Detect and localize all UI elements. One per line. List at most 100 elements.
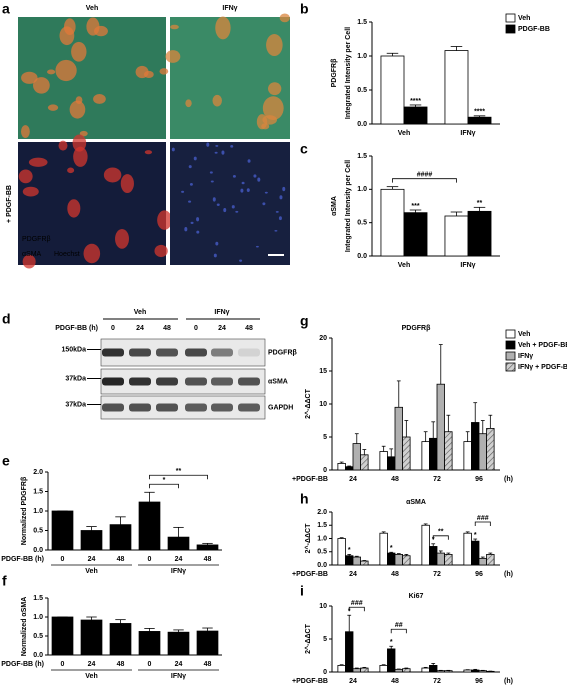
error-bar [115,516,126,525]
error-bar [339,461,344,464]
error-bar [404,420,409,437]
bar [360,454,369,471]
legend-swatch [505,13,516,23]
bar [360,667,369,673]
error-bar [381,664,386,666]
bar [436,552,445,566]
x-tick-label: 24 [349,476,357,483]
error-bar [347,614,352,632]
legend-label: IFNγ + PDGF-BB [518,364,567,371]
cell-signal [193,156,197,161]
bar [436,670,445,673]
error-bar [362,449,367,455]
bar [352,443,361,471]
bar [463,532,472,566]
cell-signal [159,68,169,75]
cell-signal [190,221,194,224]
x-tick-label: 48 [117,556,125,563]
cell-signal [262,96,284,121]
chart-title: PDGFRβ [402,325,432,332]
cell-signal [144,150,153,155]
cell-signal [171,147,175,152]
bar [387,456,396,471]
x-prefix: +PDGF-BB [292,678,328,685]
x-tick-label: Veh [398,130,410,137]
cell-signal [235,210,239,213]
legend-swatch [505,329,516,339]
bar [138,501,161,551]
error-bar [347,465,352,467]
significance-bracket [474,521,491,527]
cell-signal [120,174,134,194]
bar [196,630,219,656]
cell-signal [240,188,244,193]
x-tick-label: 48 [391,476,399,483]
bar [345,555,354,566]
panel-label: b [300,1,309,17]
error-bar [347,554,352,556]
bracket-label: * [163,477,166,484]
significance: * [348,608,351,615]
blot-band [156,348,178,357]
y-tick-label: 1.5 [357,153,367,160]
blot-band [102,377,124,386]
error-bar [354,433,359,444]
bar [109,623,132,656]
bar [421,441,430,471]
cell-signal [279,13,290,23]
bar [51,616,74,656]
y-tick-label: 0.0 [357,121,367,128]
cell-signal [58,140,68,151]
cell-signal [275,211,279,213]
bar [421,667,430,673]
bar [467,210,492,257]
bar [80,530,103,551]
bar [444,50,469,125]
y-axis-label: Normalized αSMA [21,597,28,657]
bar [463,669,472,673]
blot-band [211,377,233,386]
cell-signal [261,123,270,130]
x-tick-label: 24 [175,556,183,563]
error-bar [409,104,422,107]
significance-bracket [149,474,208,480]
error-bar [386,186,399,190]
x-tick-label: 24 [349,678,357,685]
bar [486,554,495,566]
bar [352,556,361,566]
cell-signal [210,180,214,183]
error-bar [396,553,401,555]
cell-signal [230,144,234,148]
significance: * [390,545,393,552]
y-tick-label: 15 [319,368,327,375]
error-bar [450,211,463,216]
cell-signal [75,96,83,104]
error-bar [202,627,213,632]
blot-band [185,377,207,386]
cell-signal [86,17,100,36]
cell-signal [28,157,48,167]
legend-label: PDGF-BB [518,26,550,33]
y-axis-label: Integrated Intensity per Cell [345,160,352,252]
cell-signal [67,167,75,174]
cell-signal [253,174,257,178]
legend-swatch [505,340,516,350]
cell-signal [157,210,172,230]
x-tick-label: 0 [61,556,65,563]
cell-signal [239,259,243,262]
protein-label: GAPDH [268,404,293,411]
bar [345,631,354,673]
y-tick-label: 20 [319,335,327,342]
bar [196,544,219,551]
panel-label: a [2,1,10,17]
significance: **** [410,98,421,105]
bar [444,431,453,471]
bar [403,212,428,257]
cell-signal [231,205,235,209]
blot-band [102,403,124,412]
cell-signal [21,125,30,139]
cell-signal [247,159,251,163]
cell-signal [262,202,266,206]
x-tick-label: 96 [475,678,483,685]
bar [337,462,346,471]
